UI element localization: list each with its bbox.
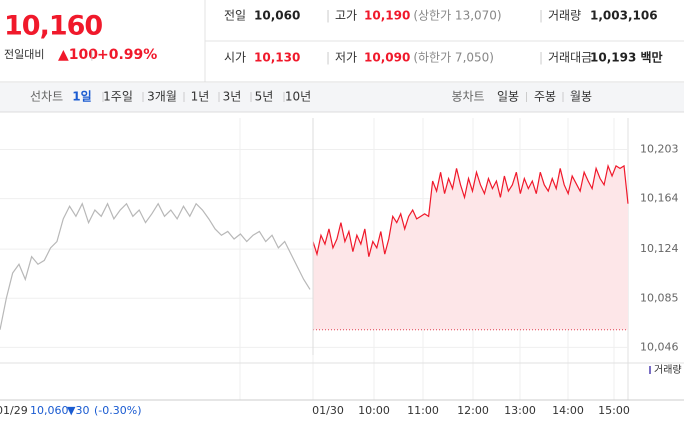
stat-value: 10,090 [364, 51, 410, 65]
area-fill [313, 165, 628, 330]
tab[interactable]: 3개월 [147, 90, 177, 104]
x-tick-label: 11:00 [407, 404, 439, 417]
stat-value: 10,193 백만 [590, 50, 663, 65]
tab[interactable]: 3년 [223, 90, 242, 104]
prev-pct: (-0.30%) [94, 404, 142, 417]
sep: | [326, 9, 330, 23]
stat-note: (하한가 7,050) [413, 51, 494, 65]
tab[interactable]: 1년 [191, 90, 210, 104]
prev-price: 10,060 [30, 404, 69, 417]
y-tick-label: 10,203 [640, 143, 679, 156]
x-tick-label: 13:00 [504, 404, 536, 417]
x-tick-label: 12:00 [457, 404, 489, 417]
legend-swatch [649, 366, 651, 374]
prev-change: ▼30 [67, 404, 89, 417]
x-tick-label: 14:00 [552, 404, 584, 417]
volume-label: 거래량 [654, 364, 682, 376]
change-pct: +0.99% [97, 47, 157, 63]
stat-value: 10,190 [364, 9, 410, 23]
y-tick-label: 10,085 [640, 291, 679, 304]
tab[interactable]: 주봉 [534, 90, 556, 104]
x-tick-label: 10:00 [358, 404, 390, 417]
stat-value: 10,130 [254, 51, 300, 65]
price-line [312, 163, 629, 257]
sep: | [539, 51, 543, 65]
price-line [0, 202, 311, 330]
stat-label: 전일 [224, 9, 246, 23]
stat-value: 1,003,106 [590, 9, 658, 23]
stat-label: 저가 [335, 51, 357, 65]
change-label: 전일대비 [4, 47, 44, 61]
x-tick-label: 15:00 [598, 404, 630, 417]
x-tick-label: 01/30 [312, 404, 344, 417]
tab[interactable]: 월봉 [570, 90, 592, 104]
stat-label: 거래량 [548, 9, 581, 23]
stat-label: 고가 [335, 9, 357, 23]
tab-label: 선차트 [30, 90, 63, 104]
y-tick-label: 10,046 [640, 340, 679, 353]
price: 10,160 [4, 11, 102, 42]
y-tick-label: 10,124 [640, 242, 679, 255]
stat-value: 10,060 [254, 9, 300, 23]
stat-label: 거래대금 [548, 51, 592, 65]
tab[interactable]: 일봉 [497, 90, 519, 104]
sep: | [326, 51, 330, 65]
sep: | [90, 48, 94, 61]
prev-date: 01/29 [0, 404, 28, 417]
change: ▲100 [58, 47, 98, 63]
sep: | [539, 9, 543, 23]
tab-bar [0, 83, 684, 112]
y-tick-label: 10,164 [640, 192, 679, 205]
tab[interactable]: 1주일 [103, 90, 133, 104]
tab[interactable]: 5년 [255, 90, 274, 104]
stat-note: (상한가 13,070) [413, 9, 501, 23]
tab-label: 봉차트 [451, 90, 484, 104]
tab[interactable]: 1일 [72, 90, 91, 104]
stat-label: 시가 [224, 51, 246, 65]
tab[interactable]: 10년 [285, 90, 311, 104]
